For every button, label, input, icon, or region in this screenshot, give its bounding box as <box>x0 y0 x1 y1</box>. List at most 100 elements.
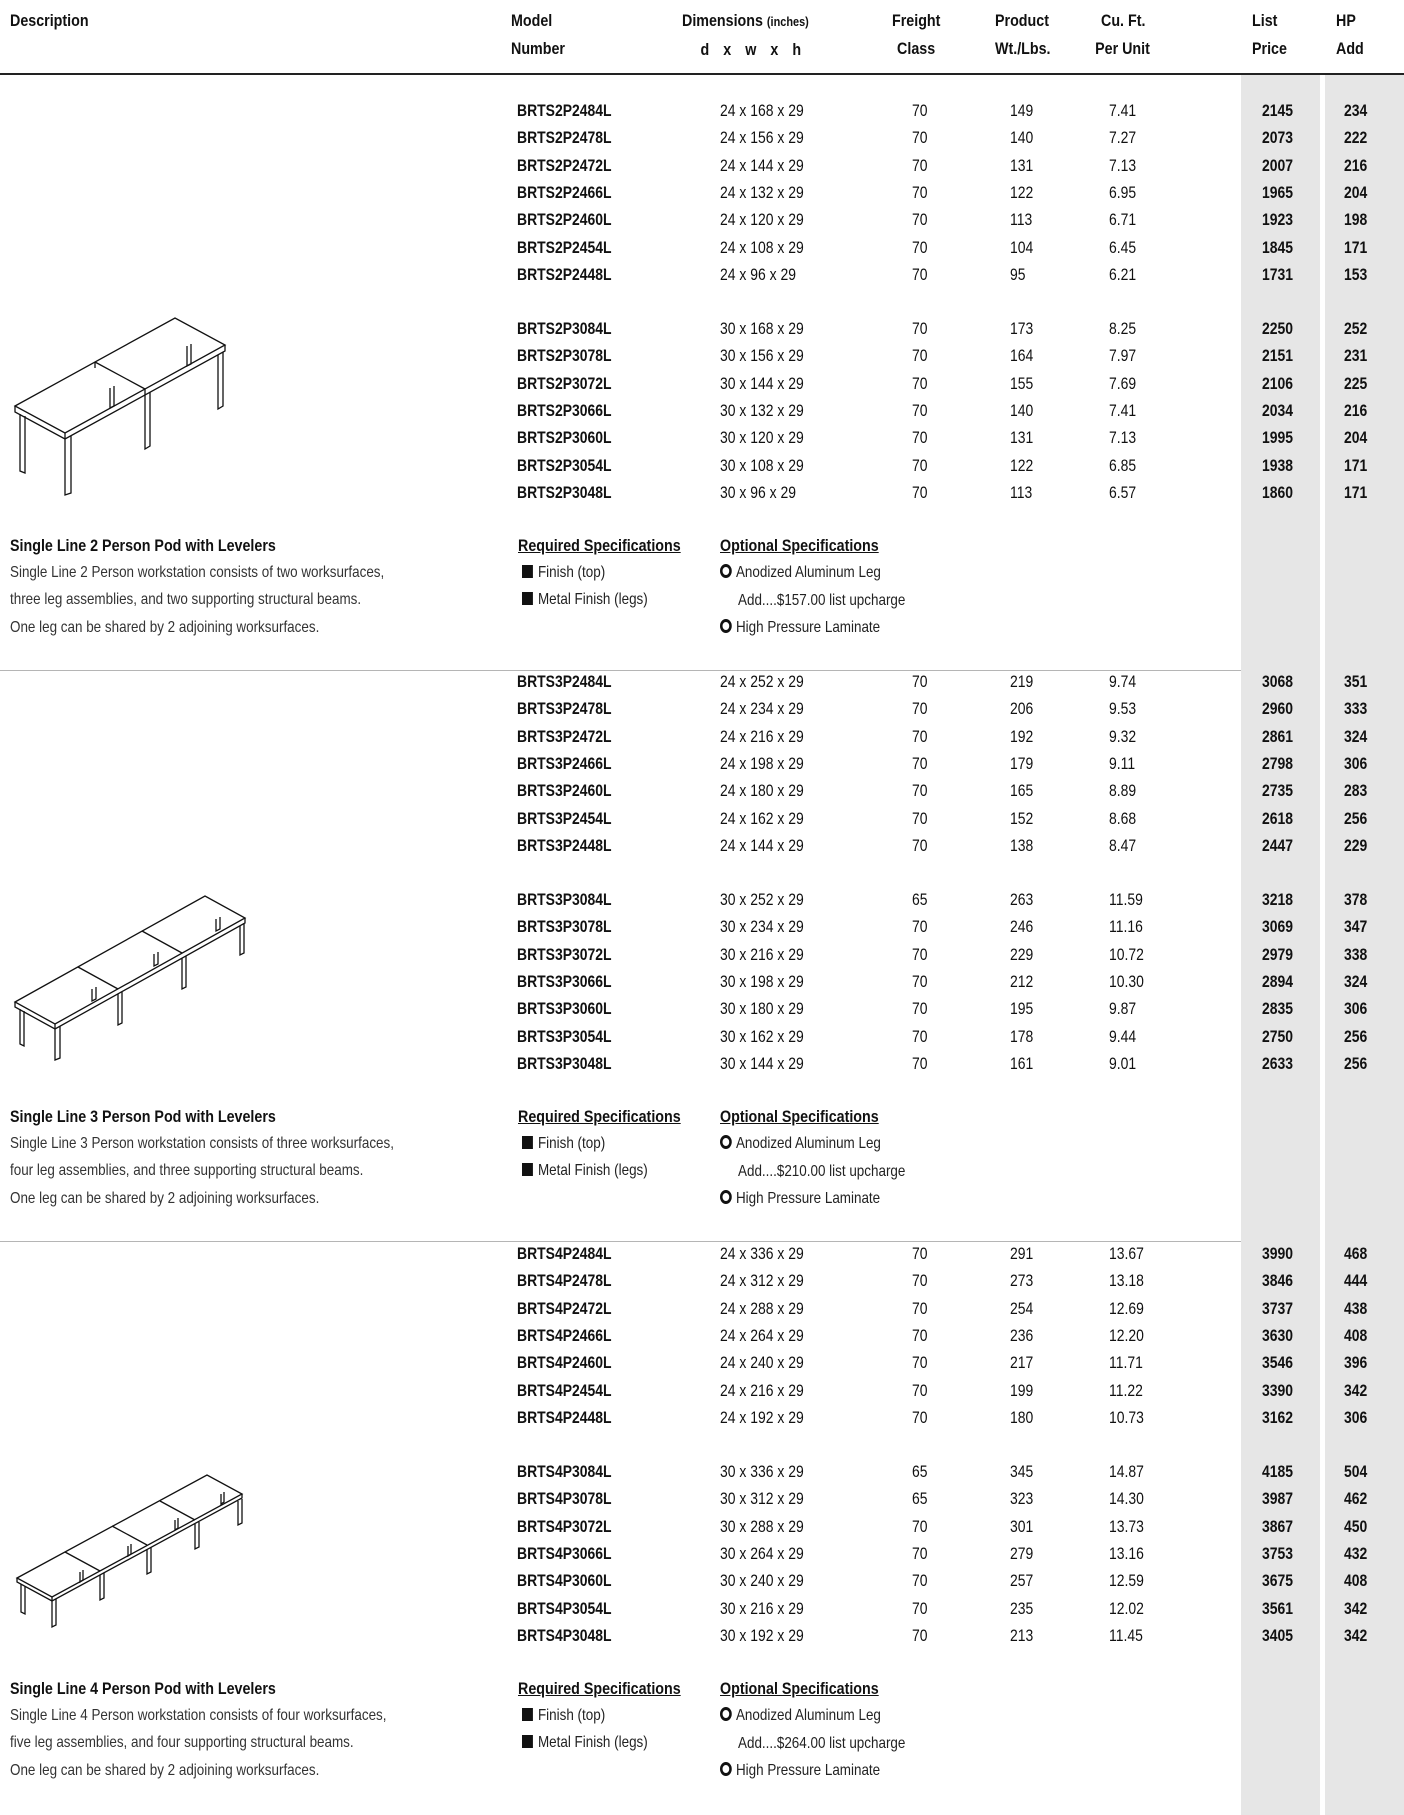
dimensions: 30 x 180 x 29 <box>720 999 804 1019</box>
cubic-feet: 7.69 <box>1109 373 1137 393</box>
list-price: 1845 <box>1262 237 1294 257</box>
table-row: BRTS3P3072L 30 x 216 x 29 70 229 10.72 2979 33… <box>0 945 1404 965</box>
cubic-feet: 10.72 <box>1109 944 1144 964</box>
freight-class: 70 <box>912 182 928 202</box>
product-weight: 113 <box>1010 210 1033 230</box>
product-weight: 235 <box>1010 1598 1034 1618</box>
table-row: BRTS3P3054L 30 x 162 x 29 70 178 9.44 2750 256 <box>0 1027 1404 1047</box>
required-spec-item: Finish (top) <box>522 563 605 583</box>
cubic-feet: 7.27 <box>1109 128 1137 148</box>
product-weight: 219 <box>1010 672 1034 691</box>
dimensions: 24 x 132 x 29 <box>720 182 804 202</box>
model-number: BRTS4P3060L <box>517 1571 612 1591</box>
square-bullet-icon <box>522 565 533 578</box>
model-number: BRTS3P3048L <box>517 1053 612 1073</box>
optional-spec-item: Anodized Aluminum Leg <box>720 1706 881 1726</box>
list-price: 1860 <box>1262 482 1294 502</box>
freight-class: 70 <box>912 400 928 420</box>
ring-bullet-icon <box>720 1707 732 1721</box>
product-weight: 122 <box>1010 455 1034 475</box>
hp-add: 306 <box>1344 1407 1368 1427</box>
hp-add: 342 <box>1344 1598 1368 1618</box>
table-row: BRTS3P3066L 30 x 198 x 29 70 212 10.30 2894 32… <box>0 972 1404 992</box>
hp-add: 347 <box>1344 917 1368 937</box>
dimensions: 24 x 312 x 29 <box>720 1271 804 1291</box>
model-number: BRTS2P2478L <box>517 128 612 148</box>
table-row: BRTS4P3060L 30 x 240 x 29 70 257 12.59 3675 40… <box>0 1571 1404 1591</box>
freight-class: 70 <box>912 428 928 448</box>
section-divider <box>0 1241 1241 1242</box>
hp-add: 252 <box>1344 319 1368 338</box>
list-price: 3218 <box>1262 890 1294 909</box>
product-weight: 212 <box>1010 971 1034 991</box>
hp-add: 504 <box>1344 1462 1368 1481</box>
model-number: BRTS4P2484L <box>517 1244 612 1263</box>
hp-add: 462 <box>1344 1489 1368 1509</box>
product-description-line: five leg assemblies, and four supporting… <box>10 1734 354 1752</box>
table-row: BRTS4P2448L 24 x 192 x 29 70 180 10.73 3162 30… <box>0 1408 1404 1428</box>
model-number: BRTS3P2478L <box>517 699 612 719</box>
dimensions: 30 x 108 x 29 <box>720 455 804 475</box>
freight-class: 70 <box>912 1271 928 1291</box>
header-list-price: List Price <box>1252 11 1287 58</box>
product-weight: 95 <box>1010 264 1026 284</box>
model-number: BRTS2P3054L <box>517 455 612 475</box>
product-weight: 113 <box>1010 482 1033 502</box>
list-price: 1923 <box>1262 210 1294 230</box>
square-bullet-icon <box>522 1163 533 1177</box>
model-number: BRTS4P3054L <box>517 1598 612 1618</box>
dimensions: 30 x 120 x 29 <box>720 428 804 448</box>
cubic-feet: 10.30 <box>1109 971 1144 991</box>
freight-class: 70 <box>912 1543 928 1563</box>
cubic-feet: 12.02 <box>1109 1598 1144 1618</box>
dimensions: 30 x 240 x 29 <box>720 1571 804 1591</box>
hp-add: 229 <box>1344 835 1368 855</box>
hp-add-column-shade <box>1325 75 1404 1815</box>
model-number: BRTS2P2484L <box>517 101 612 120</box>
product-weight: 179 <box>1010 753 1034 773</box>
list-price: 3846 <box>1262 1271 1294 1291</box>
list-price: 3390 <box>1262 1380 1294 1400</box>
product-weight: 164 <box>1010 346 1034 366</box>
dimensions: 24 x 252 x 29 <box>720 672 804 691</box>
model-number: BRTS3P3084L <box>517 890 612 909</box>
model-number: BRTS3P2466L <box>517 753 612 773</box>
dimensions: 24 x 192 x 29 <box>720 1407 804 1427</box>
cubic-feet: 8.47 <box>1109 835 1137 855</box>
required-spec-item: Finish (top) <box>522 1134 605 1154</box>
list-price: 2735 <box>1262 781 1294 801</box>
freight-class: 70 <box>912 1325 928 1345</box>
product-description-line: One leg can be shared by 2 adjoining wor… <box>10 1761 320 1779</box>
dimensions: 30 x 252 x 29 <box>720 890 804 909</box>
freight-class: 70 <box>912 808 928 828</box>
optional-spec-item: High Pressure Laminate <box>720 1761 880 1781</box>
table-row: BRTS3P2484L 24 x 252 x 29 70 219 9.74 3068 351 <box>0 672 1404 692</box>
list-price: 3069 <box>1262 917 1294 937</box>
dimensions: 30 x 132 x 29 <box>720 400 804 420</box>
model-number: BRTS2P3084L <box>517 319 612 338</box>
model-number: BRTS2P3048L <box>517 482 612 502</box>
table-row: BRTS3P2466L 24 x 198 x 29 70 179 9.11 2798 306 <box>0 754 1404 774</box>
product-description-line: One leg can be shared by 2 adjoining wor… <box>10 1189 320 1207</box>
hp-add: 171 <box>1344 237 1368 257</box>
freight-class: 70 <box>912 264 928 284</box>
square-bullet-icon <box>522 1136 533 1149</box>
table-row: BRTS2P2466L 24 x 132 x 29 70 122 6.95 1965 204 <box>0 183 1404 203</box>
section-divider <box>0 670 1241 671</box>
dimensions: 30 x 312 x 29 <box>720 1489 804 1509</box>
hp-add: 432 <box>1344 1543 1368 1563</box>
table-row: BRTS2P3084L 30 x 168 x 29 70 173 8.25 2250 252 <box>0 319 1404 339</box>
dimensions: 24 x 240 x 29 <box>720 1353 804 1373</box>
model-number: BRTS3P3072L <box>517 944 612 964</box>
product-description-line: Single Line 4 Person workstation consist… <box>10 1707 387 1724</box>
list-price: 3753 <box>1262 1543 1294 1563</box>
list-price: 2798 <box>1262 753 1294 773</box>
model-number: BRTS2P2454L <box>517 237 612 257</box>
freight-class: 70 <box>912 753 928 773</box>
dimensions: 24 x 180 x 29 <box>720 781 804 801</box>
required-spec-label: Finish (top) <box>537 1707 606 1724</box>
optional-spec-item: High Pressure Laminate <box>720 1189 880 1209</box>
model-number: BRTS3P2460L <box>517 781 612 801</box>
dimensions: 24 x 288 x 29 <box>720 1298 804 1318</box>
hp-add: 283 <box>1344 781 1368 801</box>
